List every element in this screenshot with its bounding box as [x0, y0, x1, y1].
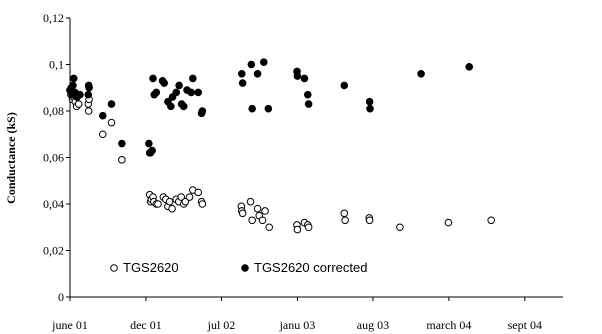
- data-point: [84, 107, 93, 115]
- data-point: [238, 209, 247, 218]
- x-tick-label: dec 01: [130, 318, 162, 332]
- data-point: [76, 90, 84, 99]
- y-tick-label: 0,1: [49, 58, 64, 72]
- legend-marker-tgs2620: [110, 264, 118, 272]
- data-point: [303, 90, 312, 99]
- y-axis-title: Conductance (kS): [4, 112, 18, 204]
- data-point: [185, 193, 194, 201]
- data-point: [165, 197, 174, 206]
- data-point: [187, 88, 195, 97]
- legend-label-tgs2620: TGS2620: [123, 260, 179, 275]
- data-point: [167, 102, 175, 111]
- y-tick-label: 0,06: [43, 151, 64, 165]
- data-point: [74, 100, 83, 108]
- data-points: [66, 58, 496, 234]
- y-tick-label: 0,12: [43, 11, 64, 25]
- data-point: [253, 204, 262, 213]
- data-point: [198, 200, 207, 208]
- data-point: [189, 74, 197, 83]
- data-point: [172, 88, 181, 97]
- data-point: [265, 223, 273, 232]
- data-point: [160, 79, 168, 87]
- data-point: [175, 81, 183, 90]
- data-point: [118, 156, 126, 164]
- data-point: [148, 146, 156, 155]
- series-tgs2620: [66, 86, 496, 234]
- y-tick-label: 0,04: [43, 197, 64, 211]
- data-point: [107, 100, 116, 108]
- data-point: [366, 104, 374, 113]
- data-point: [247, 60, 256, 69]
- legend: TGS2620 TGS2620 corrected: [110, 260, 367, 275]
- data-point: [98, 130, 107, 139]
- data-point: [253, 70, 262, 78]
- axes: 0 0,02 0,04 0,06 0,08 0,1 0,12 june 01 dec 01 jul…: [43, 11, 563, 332]
- data-point: [340, 209, 349, 218]
- series-tgs2620-corrected: [66, 58, 474, 157]
- data-point: [238, 70, 246, 78]
- data-point: [365, 97, 374, 106]
- y-tick-label: 0,02: [43, 244, 64, 258]
- legend-label-tgs2620-corrected: TGS2620 corrected: [254, 260, 367, 275]
- data-point: [177, 193, 186, 201]
- data-point: [293, 225, 302, 234]
- data-point: [238, 79, 247, 87]
- data-point: [258, 216, 267, 225]
- x-tick-label: janu 03: [279, 318, 316, 332]
- data-point: [118, 139, 126, 148]
- data-point: [98, 111, 107, 120]
- data-point: [84, 90, 93, 99]
- data-point: [293, 72, 302, 80]
- x-tick-label: june 01: [51, 318, 88, 332]
- x-tick-label: march 04: [426, 318, 471, 332]
- data-point: [107, 118, 116, 127]
- data-point: [444, 218, 453, 227]
- data-point: [365, 216, 374, 225]
- data-point: [300, 74, 309, 83]
- x-tick-label: sept 04: [508, 318, 542, 332]
- data-point: [194, 88, 203, 97]
- data-point: [465, 63, 474, 71]
- data-point: [246, 197, 255, 206]
- data-point: [260, 58, 268, 66]
- data-point: [261, 207, 269, 215]
- data-point: [198, 107, 207, 115]
- data-point: [149, 74, 157, 83]
- y-tick-label: 0: [58, 290, 64, 304]
- y-tick-label: 0,08: [43, 104, 64, 118]
- data-point: [69, 81, 77, 90]
- data-point: [168, 204, 176, 213]
- x-tick-label: jul 02: [207, 318, 236, 332]
- x-tick-label: aug 03: [357, 318, 389, 332]
- data-point: [179, 102, 188, 111]
- data-point: [154, 200, 162, 208]
- data-point: [69, 74, 78, 83]
- data-point: [304, 100, 313, 108]
- data-point: [181, 197, 190, 206]
- data-point: [487, 216, 496, 225]
- data-point: [152, 88, 161, 97]
- data-point: [396, 223, 404, 232]
- legend-marker-tgs2620-corrected: [241, 264, 249, 272]
- data-point: [340, 81, 349, 90]
- data-point: [248, 104, 256, 113]
- data-point: [341, 216, 349, 225]
- data-point: [248, 216, 256, 225]
- data-point: [417, 70, 425, 78]
- data-point: [85, 83, 93, 92]
- data-point: [194, 188, 203, 197]
- data-point: [304, 223, 313, 232]
- data-point: [264, 104, 273, 113]
- data-point: [145, 139, 153, 148]
